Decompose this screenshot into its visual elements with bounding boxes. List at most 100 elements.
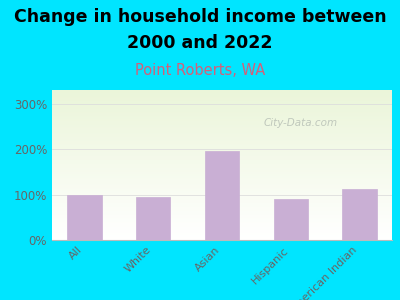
Bar [52, 198, 392, 199]
Bar [52, 237, 392, 238]
Bar [52, 201, 392, 202]
Bar [52, 100, 392, 101]
Bar [52, 183, 392, 184]
Bar [52, 125, 392, 126]
Bar [52, 97, 392, 98]
Bar [52, 206, 392, 207]
Bar [52, 150, 392, 151]
Bar [52, 147, 392, 148]
Bar [274, 199, 308, 240]
Bar [52, 95, 392, 96]
Bar [52, 196, 392, 197]
Bar [52, 117, 392, 118]
Bar [52, 191, 392, 192]
Bar [52, 139, 392, 140]
Bar [52, 126, 392, 127]
Bar [52, 189, 392, 190]
Bar [52, 239, 392, 240]
Bar [52, 122, 392, 123]
Bar [52, 221, 392, 222]
Bar [52, 104, 392, 105]
Bar [52, 193, 392, 194]
Bar [52, 142, 392, 143]
Bar [52, 182, 392, 183]
Bar [52, 96, 392, 97]
Bar [52, 120, 392, 121]
Bar [52, 176, 392, 177]
Bar [52, 146, 392, 147]
Bar [52, 136, 392, 137]
Bar [52, 226, 392, 227]
Bar [52, 92, 392, 93]
Bar [52, 173, 392, 174]
Bar [52, 163, 392, 164]
Bar [52, 228, 392, 229]
Bar [52, 217, 392, 218]
Bar [52, 110, 392, 111]
Bar [52, 91, 392, 92]
Bar [52, 235, 392, 236]
Bar [52, 111, 392, 112]
Bar [52, 192, 392, 193]
Bar [52, 222, 392, 223]
Bar [52, 119, 392, 120]
Bar [52, 238, 392, 239]
Bar [52, 133, 392, 134]
Bar [52, 113, 392, 114]
Bar [52, 123, 392, 124]
Bar [52, 225, 392, 226]
Bar [52, 207, 392, 208]
Bar [52, 101, 392, 102]
Bar [342, 189, 376, 240]
Bar [52, 98, 392, 99]
Bar [52, 156, 392, 157]
Bar [52, 184, 392, 185]
Bar [52, 169, 392, 170]
Bar [52, 236, 392, 237]
Bar [52, 161, 392, 162]
Bar [52, 172, 392, 173]
Bar [52, 197, 392, 198]
Bar [52, 132, 392, 133]
Bar [52, 109, 392, 110]
Bar [52, 135, 392, 136]
Bar [52, 202, 392, 203]
Bar [52, 145, 392, 146]
Bar [52, 137, 392, 138]
Bar [52, 208, 392, 209]
Bar [52, 231, 392, 232]
Bar [52, 108, 392, 109]
Bar [52, 151, 392, 152]
Bar [52, 94, 392, 95]
Bar [52, 175, 392, 176]
Bar [52, 171, 392, 172]
Bar [52, 166, 392, 167]
Bar [52, 232, 392, 233]
Bar [52, 130, 392, 131]
Bar [52, 187, 392, 188]
Bar [52, 114, 392, 115]
Bar [52, 178, 392, 179]
Bar [52, 209, 392, 210]
Bar [52, 103, 392, 104]
Bar [52, 141, 392, 142]
Bar [52, 143, 392, 144]
Bar [52, 205, 392, 206]
Bar [52, 129, 392, 130]
Bar [52, 212, 392, 213]
Bar [52, 186, 392, 187]
Bar [52, 138, 392, 139]
Bar [52, 169, 392, 170]
Bar [52, 93, 392, 94]
Bar [52, 190, 392, 191]
Bar [52, 199, 392, 200]
Bar [52, 149, 392, 150]
Bar [52, 180, 392, 181]
Bar [52, 134, 392, 135]
Bar [52, 179, 392, 180]
Bar [52, 188, 392, 189]
Bar [52, 210, 392, 211]
Bar [136, 197, 170, 240]
Bar [52, 177, 392, 178]
Text: Point Roberts, WA: Point Roberts, WA [135, 63, 265, 78]
